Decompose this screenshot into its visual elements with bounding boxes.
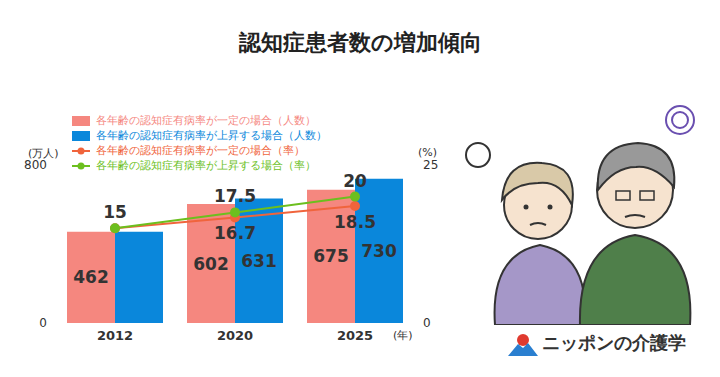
svg-text:631: 631 [241,251,277,271]
svg-text:0: 0 [39,316,47,330]
svg-text:675: 675 [313,246,349,266]
svg-text:20: 20 [343,171,367,191]
svg-text:25: 25 [423,158,438,172]
svg-text:17.5: 17.5 [214,186,256,206]
html-text:各年齢の認知症有病率が一定の場合（率）: 各年齢の認知症有病率が一定の場合（率） [96,144,305,156]
html-text:ニッポンの介護学: ニッポンの介護学 [542,332,686,353]
svg-text:730: 730 [361,241,397,261]
html-text:(年): (年) [393,329,413,342]
svg-text:800: 800 [24,158,47,172]
svg-text:18.5: 18.5 [334,212,376,232]
html-text:認知症患者数の増加傾向: 認知症患者数の増加傾向 [238,30,482,55]
svg-text:16.7: 16.7 [214,223,256,243]
svg-text:15: 15 [103,202,127,222]
svg-text:2025: 2025 [337,328,373,343]
svg-text:2020: 2020 [217,328,253,343]
svg-text:462: 462 [73,267,109,287]
svg-text:2012: 2012 [97,328,133,343]
svg-text:0: 0 [423,316,431,330]
svg-text:602: 602 [193,254,229,274]
html-text:各年齢の認知症有病率が一定の場合（人数）: 各年齢の認知症有病率が一定の場合（人数） [96,114,316,126]
html-text:(万人): (万人) [28,147,59,160]
html-text:各年齢の認知症有病率が上昇する場合（率）: 各年齢の認知症有病率が上昇する場合（率） [96,159,316,171]
html-text:各年齢の認知症有病率が上昇する場合（人数）: 各年齢の認知症有病率が上昇する場合（人数） [96,129,327,141]
